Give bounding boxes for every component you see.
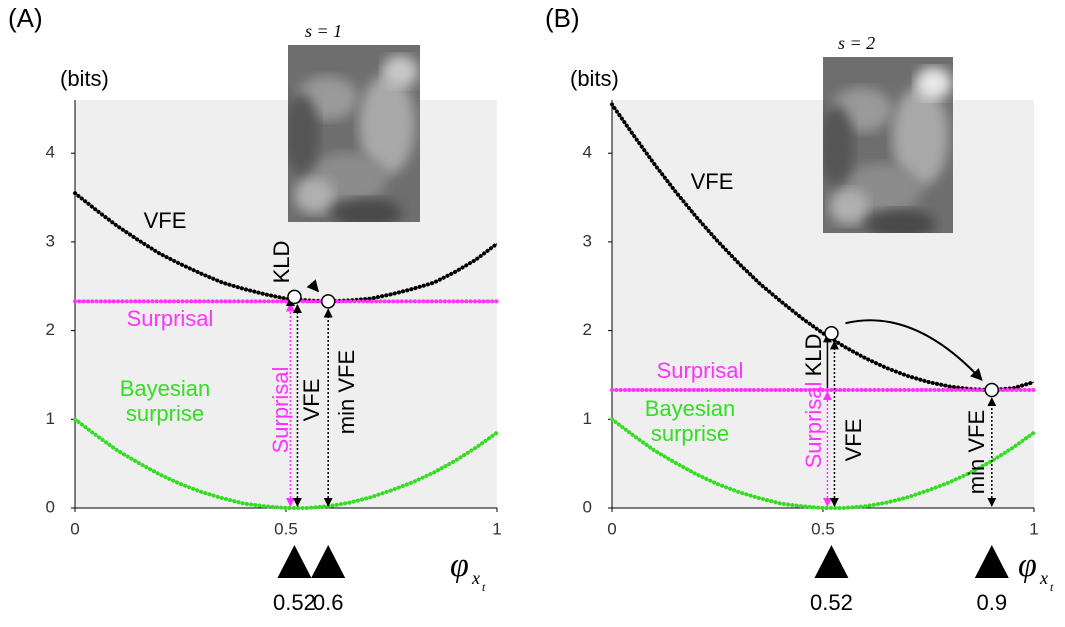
y-axis-label: (bits) [60, 66, 109, 91]
marker-label: 0.52 [273, 590, 316, 615]
x-axis-label-subsub: t [1050, 580, 1054, 594]
x-axis-label-subsub: t [482, 580, 486, 594]
y-tick-label: 3 [46, 231, 55, 250]
marker-label: 0.52 [810, 590, 853, 615]
x-tick-label: 0 [70, 519, 79, 538]
x-axis-label: φ [450, 547, 469, 584]
panel-label: (A) [8, 3, 43, 33]
annotation: min VFE [334, 350, 359, 434]
photo [283, 45, 420, 228]
point [985, 384, 998, 397]
marker-triangle [311, 545, 345, 578]
y-tick-label: 2 [46, 320, 55, 339]
figure: (A)(bits)0123400.51s = 1VFESurprisalBaye… [0, 0, 1065, 622]
annotation: KLD [801, 334, 826, 377]
series-label: Bayesian surprise [625, 396, 755, 452]
series-label: VFE [691, 169, 734, 194]
y-tick-label: 1 [46, 409, 55, 428]
series-label: Surprisal [127, 306, 214, 331]
photo-blob [382, 56, 418, 88]
x-axis-label-sub: x [1039, 568, 1048, 588]
photo-blob [818, 105, 854, 185]
annotation: Surprisal [801, 382, 826, 469]
series-label: Surprisal [657, 358, 744, 383]
marker-triangle [277, 545, 311, 578]
x-tick-label: 0.5 [274, 519, 298, 538]
y-tick-label: 3 [583, 231, 592, 250]
photo-blob [829, 189, 869, 225]
point [288, 290, 301, 303]
annotation: KLD [269, 241, 294, 284]
marker-label: 0.6 [313, 590, 344, 615]
annotation: VFE [841, 419, 866, 462]
x-tick-label: 1 [492, 519, 501, 538]
series-label-text: Bayesian surprise [640, 396, 740, 446]
series-label: Bayesian surprise [100, 376, 230, 432]
x-axis-label-sub: x [471, 568, 480, 588]
image-label: s = 1 [305, 21, 342, 41]
marker-triangle [975, 545, 1009, 578]
x-tick-label: 0.5 [811, 519, 835, 538]
x-axis-label: φ [1018, 547, 1037, 584]
annotation: VFE [299, 379, 324, 422]
y-axis-label: (bits) [570, 66, 619, 91]
y-tick-label: 0 [46, 497, 55, 516]
y-tick-label: 1 [583, 409, 592, 428]
panel-label: (B) [545, 3, 580, 33]
y-tick-label: 4 [583, 143, 592, 162]
marker-label: 0.9 [977, 590, 1008, 615]
image-label: s = 2 [838, 33, 875, 53]
photo-blob [916, 67, 952, 99]
page: {"chart_data": [ {"type": "line", "panel… [0, 0, 1065, 622]
annotation: Surprisal [268, 367, 293, 454]
x-tick-label: 1 [1029, 519, 1038, 538]
point [825, 327, 838, 340]
y-tick-label: 4 [46, 143, 55, 162]
series-label: VFE [144, 208, 187, 233]
series-label-text: Bayesian surprise [115, 376, 215, 426]
photo-blob [294, 177, 334, 213]
y-tick-label: 0 [583, 497, 592, 516]
marker-triangle [814, 545, 848, 578]
y-tick-label: 2 [583, 320, 592, 339]
photo-blob [283, 94, 319, 174]
x-tick-label: 0 [607, 519, 616, 538]
point [322, 295, 335, 308]
photo [818, 57, 953, 239]
annotation: min VFE [964, 410, 989, 494]
